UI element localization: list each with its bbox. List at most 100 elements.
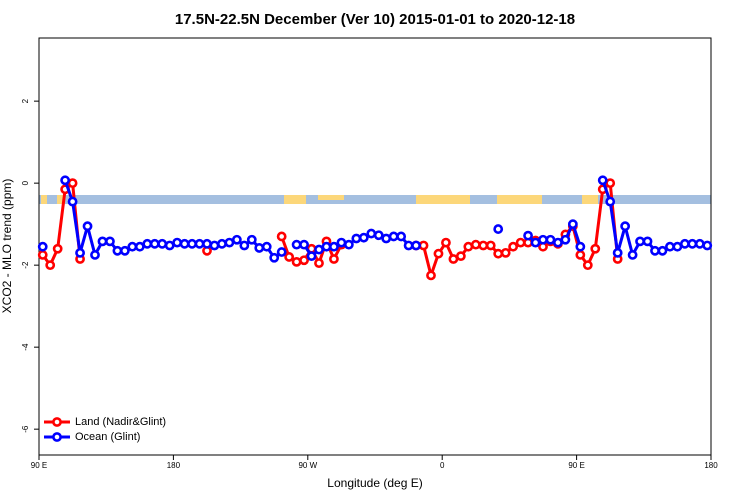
land-strip — [284, 195, 306, 204]
data-point — [358, 232, 369, 243]
data-point — [605, 196, 616, 207]
data-point — [105, 236, 115, 247]
data-point — [403, 240, 414, 251]
data-point — [657, 245, 668, 256]
data-point — [261, 241, 272, 252]
data-point — [67, 178, 78, 189]
data-point — [343, 239, 354, 250]
legend-marker — [52, 432, 62, 442]
data-point — [321, 241, 332, 252]
data-point — [515, 237, 526, 248]
data-point — [314, 258, 324, 269]
data-point — [463, 241, 474, 252]
data-point — [485, 240, 496, 251]
x-tick-label: 90 E — [568, 461, 584, 470]
data-point — [605, 178, 616, 189]
data-point — [142, 238, 153, 249]
data-point — [127, 241, 138, 252]
data-point — [470, 239, 481, 250]
data-point — [635, 236, 645, 247]
data-point — [597, 175, 608, 186]
data-point — [187, 238, 197, 249]
data-point — [433, 248, 444, 259]
y-tick-label: 0 — [21, 180, 30, 185]
data-point — [75, 247, 85, 258]
data-point — [217, 238, 227, 249]
data-point — [687, 238, 698, 249]
data-point — [276, 247, 287, 257]
data-point — [254, 243, 265, 253]
data-point — [500, 247, 511, 258]
data-point — [164, 240, 175, 251]
data-point — [314, 244, 324, 255]
data-point — [37, 250, 48, 260]
data-point — [441, 237, 451, 248]
data-point — [149, 238, 160, 249]
land-strip — [416, 195, 470, 204]
data-point — [351, 233, 362, 244]
data-point — [411, 240, 421, 251]
data-point — [246, 234, 257, 245]
data-point — [284, 252, 295, 262]
data-point — [134, 241, 145, 252]
data-point — [694, 238, 705, 249]
data-point — [650, 245, 660, 256]
data-point — [448, 254, 459, 264]
data-point — [478, 240, 489, 251]
data-point — [37, 241, 48, 252]
data-point — [627, 250, 638, 260]
data-point — [224, 237, 235, 248]
x-tick-label: 90 E — [31, 461, 47, 470]
data-point — [202, 238, 212, 249]
data-point — [52, 243, 63, 254]
data-point — [388, 231, 399, 242]
data-point — [45, 260, 56, 271]
data-point — [575, 241, 586, 252]
data-point — [590, 243, 601, 254]
data-point — [493, 224, 504, 234]
data-point — [306, 251, 317, 262]
data-point — [553, 237, 563, 248]
data-point — [209, 240, 220, 251]
data-point — [82, 221, 93, 232]
land-strip — [41, 195, 47, 204]
y-tick-label: -4 — [21, 343, 30, 351]
data-point — [194, 238, 205, 249]
data-point — [530, 237, 541, 248]
data-point — [381, 233, 392, 244]
data-point — [582, 260, 593, 271]
data-point — [179, 238, 190, 249]
data-point — [575, 250, 586, 260]
data-point — [642, 236, 653, 247]
data-point — [269, 252, 280, 263]
x-tick-label: 180 — [167, 461, 181, 470]
data-point — [291, 239, 302, 250]
y-tick-label: 2 — [21, 98, 30, 103]
data-point — [679, 238, 690, 249]
data-point — [291, 256, 302, 267]
land-ocean-strip — [39, 195, 711, 204]
y-tick-label: -2 — [21, 261, 30, 269]
data-point — [366, 228, 377, 239]
data-point — [119, 245, 130, 256]
data-point — [299, 239, 309, 250]
data-point — [239, 240, 250, 251]
legend-marker — [52, 417, 62, 427]
data-point — [620, 221, 631, 232]
data-point — [545, 234, 556, 245]
data-point — [396, 231, 407, 242]
ocean-strip — [39, 195, 711, 204]
data-point — [418, 240, 429, 251]
data-point — [612, 247, 623, 258]
data-point — [523, 230, 533, 241]
data-point — [336, 237, 347, 248]
data-point — [329, 241, 339, 252]
data-point — [560, 234, 571, 245]
data-point — [299, 255, 309, 266]
data-point — [702, 240, 713, 251]
data-point — [373, 230, 384, 241]
data-point — [112, 245, 123, 256]
data-point — [508, 241, 519, 252]
